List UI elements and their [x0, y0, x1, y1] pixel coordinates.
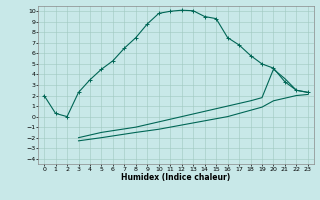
X-axis label: Humidex (Indice chaleur): Humidex (Indice chaleur): [121, 173, 231, 182]
